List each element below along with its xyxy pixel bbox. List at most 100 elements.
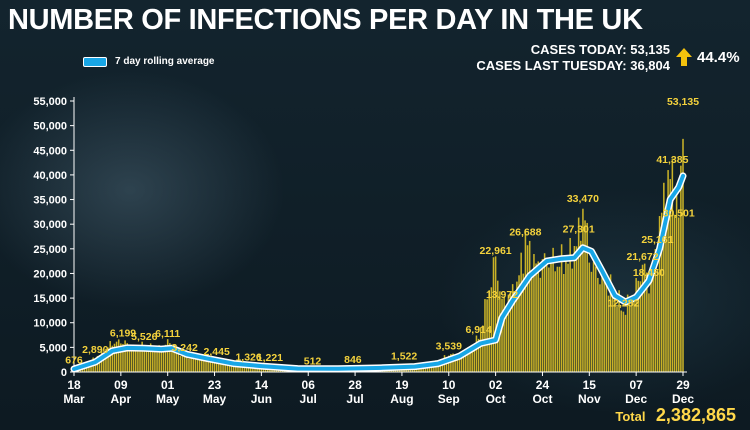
- daily-cases-bar: [658, 216, 661, 372]
- cases-last-tuesday: CASES LAST TUESDAY: 36,804: [476, 58, 670, 73]
- daily-cases-bar: [477, 338, 480, 372]
- x-tick-month: May: [156, 392, 180, 406]
- daily-cases-bar: [680, 165, 682, 372]
- data-label: 676: [65, 355, 83, 367]
- daily-cases-bar: [186, 354, 188, 372]
- x-tick-month: Nov: [578, 392, 601, 406]
- data-label: 13,972: [486, 289, 518, 301]
- x-tick-month: Sep: [438, 392, 460, 406]
- x-tick-day: 28: [348, 378, 362, 392]
- daily-cases-bar: [141, 341, 143, 372]
- daily-cases-bar: [120, 343, 122, 372]
- x-tick-day: 01: [161, 378, 175, 392]
- x-tick-month: Mar: [63, 392, 85, 406]
- x-tick-day: 10: [442, 378, 456, 392]
- y-tick-label: 20,000: [33, 268, 67, 280]
- up-arrow-icon: [676, 48, 692, 66]
- daily-cases-bar: [541, 259, 544, 372]
- daily-cases-bar: [430, 364, 433, 372]
- daily-cases-bar: [488, 290, 490, 372]
- daily-cases-bar: [86, 365, 88, 372]
- daily-cases-bar: [126, 343, 128, 372]
- daily-cases-bar: [588, 262, 591, 372]
- rolling-average-line: [72, 173, 685, 371]
- y-tick-label: 55,000: [33, 96, 67, 108]
- cases-today: CASES TODAY: 53,135: [530, 42, 670, 57]
- daily-cases-bar: [177, 350, 180, 372]
- daily-cases-bar: [584, 220, 586, 372]
- daily-cases-bar: [454, 355, 456, 372]
- x-tick-day: 19: [395, 378, 409, 392]
- data-label: 12,282: [607, 298, 639, 310]
- daily-cases-bar: [550, 260, 552, 372]
- x-tick-month: Apr: [111, 392, 132, 406]
- daily-cases-bar: [132, 344, 135, 372]
- x-tick-day: 24: [536, 378, 550, 392]
- percent-change-value: 44.4%: [697, 48, 740, 66]
- daily-cases-bar: [616, 307, 618, 372]
- daily-cases-bar: [103, 353, 105, 372]
- data-label: 18,450: [633, 267, 665, 279]
- daily-cases-bar: [183, 355, 186, 372]
- daily-cases-bar: [624, 314, 627, 372]
- y-tick-label: 35,000: [33, 195, 67, 207]
- daily-cases-bar: [213, 361, 216, 372]
- x-tick-day: 18: [67, 378, 81, 392]
- x-tick-month: Jul: [300, 392, 317, 406]
- daily-cases-bar: [475, 335, 478, 372]
- data-label: 6,914: [465, 324, 491, 336]
- daily-cases-bar: [607, 295, 610, 372]
- daily-cases-bar: [105, 348, 107, 372]
- daily-cases-bar: [562, 274, 565, 372]
- data-label: 1,522: [391, 351, 417, 363]
- x-tick-month: Jun: [251, 392, 272, 406]
- daily-cases-bar: [545, 262, 548, 372]
- daily-cases-bar: [448, 355, 450, 372]
- daily-cases-bar: [671, 158, 674, 372]
- data-label: 6,199: [110, 328, 136, 340]
- daily-cases-bar: [207, 359, 209, 372]
- x-tick-month: Dec: [625, 392, 647, 406]
- data-label: 6,111: [155, 328, 180, 340]
- daily-cases-bar: [614, 292, 616, 372]
- daily-cases-bar: [528, 240, 531, 372]
- daily-cases-bar: [147, 349, 150, 372]
- daily-cases-bar: [520, 252, 522, 372]
- y-tick-label: 10,000: [33, 318, 67, 330]
- daily-cases-bar: [571, 268, 574, 372]
- daily-cases-bar: [637, 280, 640, 372]
- daily-cases-bar: [181, 353, 184, 372]
- daily-cases-bar: [458, 353, 461, 372]
- daily-cases-bar: [115, 341, 118, 372]
- data-label: 1,326: [235, 352, 261, 364]
- daily-cases-bar: [428, 366, 431, 372]
- daily-cases-bar: [471, 344, 473, 372]
- x-tick-month: Dec: [672, 392, 694, 406]
- total-value: 2,382,865: [655, 405, 736, 425]
- total-label: Total: [615, 409, 646, 424]
- daily-cases-bar: [514, 303, 516, 372]
- daily-cases-bar: [577, 217, 580, 372]
- y-tick-label: 50,000: [33, 121, 67, 133]
- y-tick-label: 45,000: [33, 145, 67, 157]
- daily-cases-bar: [669, 179, 671, 372]
- daily-cases-bar: [631, 301, 633, 372]
- daily-cases-bar: [424, 365, 427, 372]
- daily-cases-bar: [143, 345, 146, 372]
- daily-cases-bar: [646, 272, 648, 372]
- daily-cases-bar: [567, 263, 569, 372]
- data-label: 512: [304, 356, 322, 368]
- daily-cases-bar: [450, 354, 452, 372]
- daily-cases-bar: [192, 355, 195, 372]
- daily-cases-bar: [175, 349, 177, 372]
- daily-cases-bar: [643, 263, 646, 372]
- x-axis: 18Mar09Apr01May23May14Jun06Jul28Jul19Aug…: [63, 371, 694, 406]
- daily-cases-bar: [190, 353, 192, 372]
- data-label: 22,961: [480, 245, 512, 257]
- daily-cases-bar: [507, 294, 510, 372]
- data-label: 846: [344, 354, 362, 366]
- daily-cases-bar: [641, 264, 644, 372]
- data-label: 21,672: [626, 251, 658, 263]
- daily-cases-bar: [590, 271, 593, 372]
- chart-title: NUMBER OF INFECTIONS PER DAY IN THE UK: [8, 4, 643, 36]
